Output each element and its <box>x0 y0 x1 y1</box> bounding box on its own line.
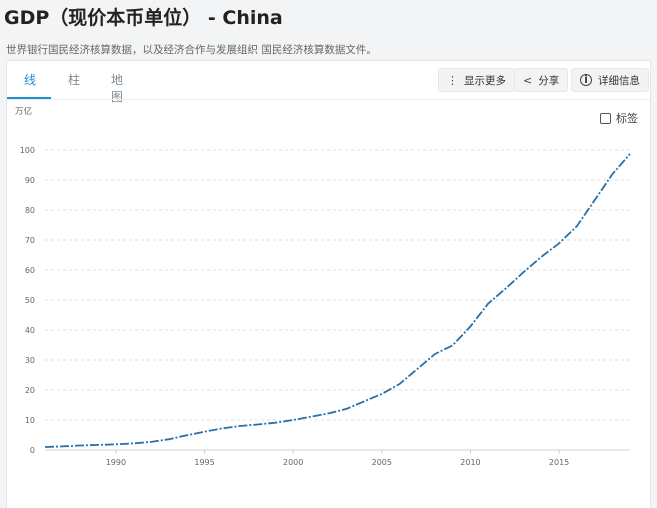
y-tick-label: 50 <box>25 296 35 305</box>
line-chart: 0 10 20 30 40 50 60 70 80 90 100 1990 1995 2000 2005 2… <box>20 146 631 467</box>
tab-bar[interactable]: 柱 <box>68 73 81 87</box>
grid-lines <box>45 149 630 421</box>
share-icon: < <box>523 73 533 87</box>
y-tick-label: 10 <box>25 416 35 425</box>
labels-toggle[interactable]: 标签 <box>600 110 638 126</box>
active-tab-indicator <box>7 97 51 99</box>
x-tick-label: 2015 <box>549 458 569 467</box>
show-more-button[interactable]: ⋮ 显示更多 <box>438 68 515 92</box>
labels-toggle-label: 标签 <box>616 112 638 125</box>
y-axis-unit: 万亿 <box>15 107 33 117</box>
y-tick-label: 60 <box>25 266 35 275</box>
tabs-divider <box>7 99 650 100</box>
series-line-gdp <box>44 153 631 448</box>
y-tick-label: 40 <box>25 326 35 335</box>
more-vertical-icon: ⋮ <box>447 73 458 87</box>
y-tick-label: 90 <box>25 176 35 185</box>
tab-map[interactable]: 地图 <box>111 73 124 104</box>
share-button[interactable]: < 分享 <box>514 68 569 92</box>
x-tick-label: 2005 <box>372 458 392 467</box>
source-note: 世界银行国民经济核算数据，以及经济合作与发展组织 国民经济核算数据文件。 <box>6 44 377 56</box>
x-tick-label: 2000 <box>283 458 303 467</box>
y-tick-label: 0 <box>30 446 35 455</box>
y-axis-ticks: 0 10 20 30 40 50 60 70 80 90 100 <box>20 146 35 455</box>
x-tick-label: 2010 <box>460 458 480 467</box>
share-label: 分享 <box>538 74 560 87</box>
tab-line[interactable]: 线 <box>24 73 37 87</box>
show-more-label: 显示更多 <box>464 74 506 87</box>
y-tick-label: 20 <box>25 386 35 395</box>
info-icon: i <box>580 74 592 86</box>
details-button[interactable]: i 详细信息 <box>571 68 649 92</box>
x-axis-ticks: 1990 1995 2000 2005 2010 2015 <box>106 450 569 467</box>
x-tick-label: 1995 <box>194 458 214 467</box>
chart-card: 线 柱 地图 ⋮ 显示更多 < 分享 i 详细信息 万亿 标签 0 10 20 30 4… <box>6 60 651 508</box>
page-title: GDP（现价本币单位） - China <box>4 7 283 29</box>
x-tick-label: 1990 <box>106 458 126 467</box>
labels-checkbox[interactable] <box>600 112 611 124</box>
y-tick-label: 80 <box>25 206 35 215</box>
details-label: 详细信息 <box>598 74 640 87</box>
y-tick-label: 70 <box>25 236 35 245</box>
y-tick-label: 30 <box>25 356 35 365</box>
y-tick-label: 100 <box>20 146 35 155</box>
